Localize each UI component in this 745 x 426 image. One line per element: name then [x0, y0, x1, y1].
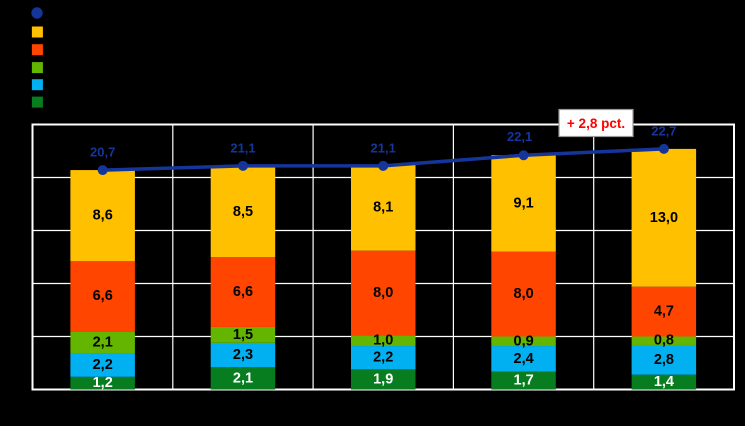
svg-text:1,9: 1,9	[373, 371, 393, 387]
svg-text:1,4: 1,4	[654, 374, 674, 390]
svg-text:20,7: 20,7	[90, 145, 115, 160]
svg-text:2,1: 2,1	[93, 334, 113, 350]
svg-text:2,2: 2,2	[373, 350, 393, 366]
svg-text:22,7: 22,7	[651, 123, 676, 138]
svg-text:0,8: 0,8	[654, 333, 674, 349]
svg-text:2,8: 2,8	[654, 352, 674, 368]
svg-text:22,1: 22,1	[507, 129, 532, 144]
svg-text:8,0: 8,0	[373, 285, 393, 301]
svg-text:4,7: 4,7	[654, 304, 674, 320]
svg-text:2,4: 2,4	[514, 351, 534, 367]
svg-text:8,0: 8,0	[514, 286, 534, 302]
svg-text:1,7: 1,7	[514, 373, 534, 389]
svg-text:1,5: 1,5	[233, 327, 253, 343]
svg-text:21,1: 21,1	[371, 140, 396, 155]
svg-text:6,6: 6,6	[233, 284, 253, 300]
svg-text:8,1: 8,1	[373, 200, 393, 216]
svg-text:2,1: 2,1	[233, 370, 253, 386]
svg-text:21,1: 21,1	[230, 140, 255, 155]
svg-text:9,1: 9,1	[514, 196, 534, 212]
svg-text:6,6: 6,6	[93, 288, 113, 304]
svg-text:13,0: 13,0	[650, 210, 678, 226]
svg-text:8,5: 8,5	[233, 204, 253, 220]
svg-text:+ 2,8 pct.: + 2,8 pct.	[567, 116, 625, 131]
svg-text:2,2: 2,2	[93, 357, 113, 373]
svg-text:1,2: 1,2	[93, 375, 113, 391]
svg-text:1,0: 1,0	[373, 333, 393, 349]
svg-text:2,3: 2,3	[233, 347, 253, 363]
svg-text:8,6: 8,6	[93, 208, 113, 224]
svg-text:0,9: 0,9	[514, 333, 534, 349]
